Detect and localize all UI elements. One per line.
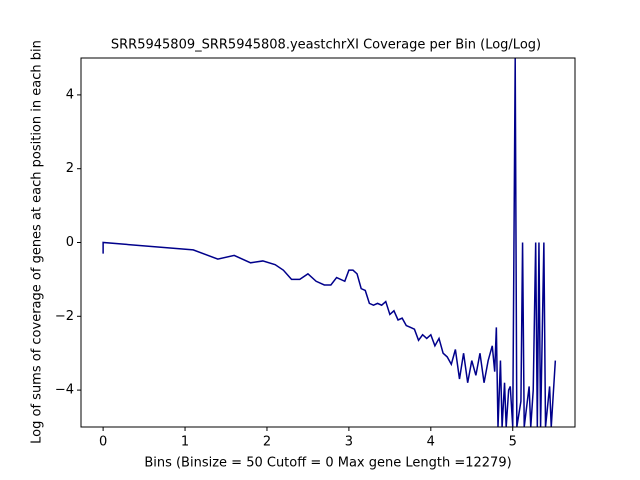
y-axis-label: Log of sums of coverage of genes at each… — [30, 40, 45, 444]
x-tick-label: 3 — [345, 435, 353, 450]
y-tick-label: −4 — [55, 383, 74, 398]
y-tick-label: 2 — [66, 161, 74, 176]
x-tick-label: 1 — [181, 435, 189, 450]
y-tick-label: 4 — [66, 87, 74, 102]
plot-frame — [80, 57, 576, 428]
y-tick-label: −2 — [55, 309, 74, 324]
y-tick-label: 0 — [66, 235, 74, 250]
x-tick-label: 5 — [509, 435, 517, 450]
chart-title: SRR5945809_SRR5945808.yeastchrXI Coverag… — [111, 38, 541, 53]
data-line — [102, 58, 557, 427]
x-tick-label: 4 — [427, 435, 435, 450]
x-axis-label: Bins (Binsize = 50 Cutoff = 0 Max gene L… — [144, 456, 511, 471]
x-tick-label: 2 — [263, 435, 271, 450]
x-tick-label: 0 — [99, 435, 107, 450]
